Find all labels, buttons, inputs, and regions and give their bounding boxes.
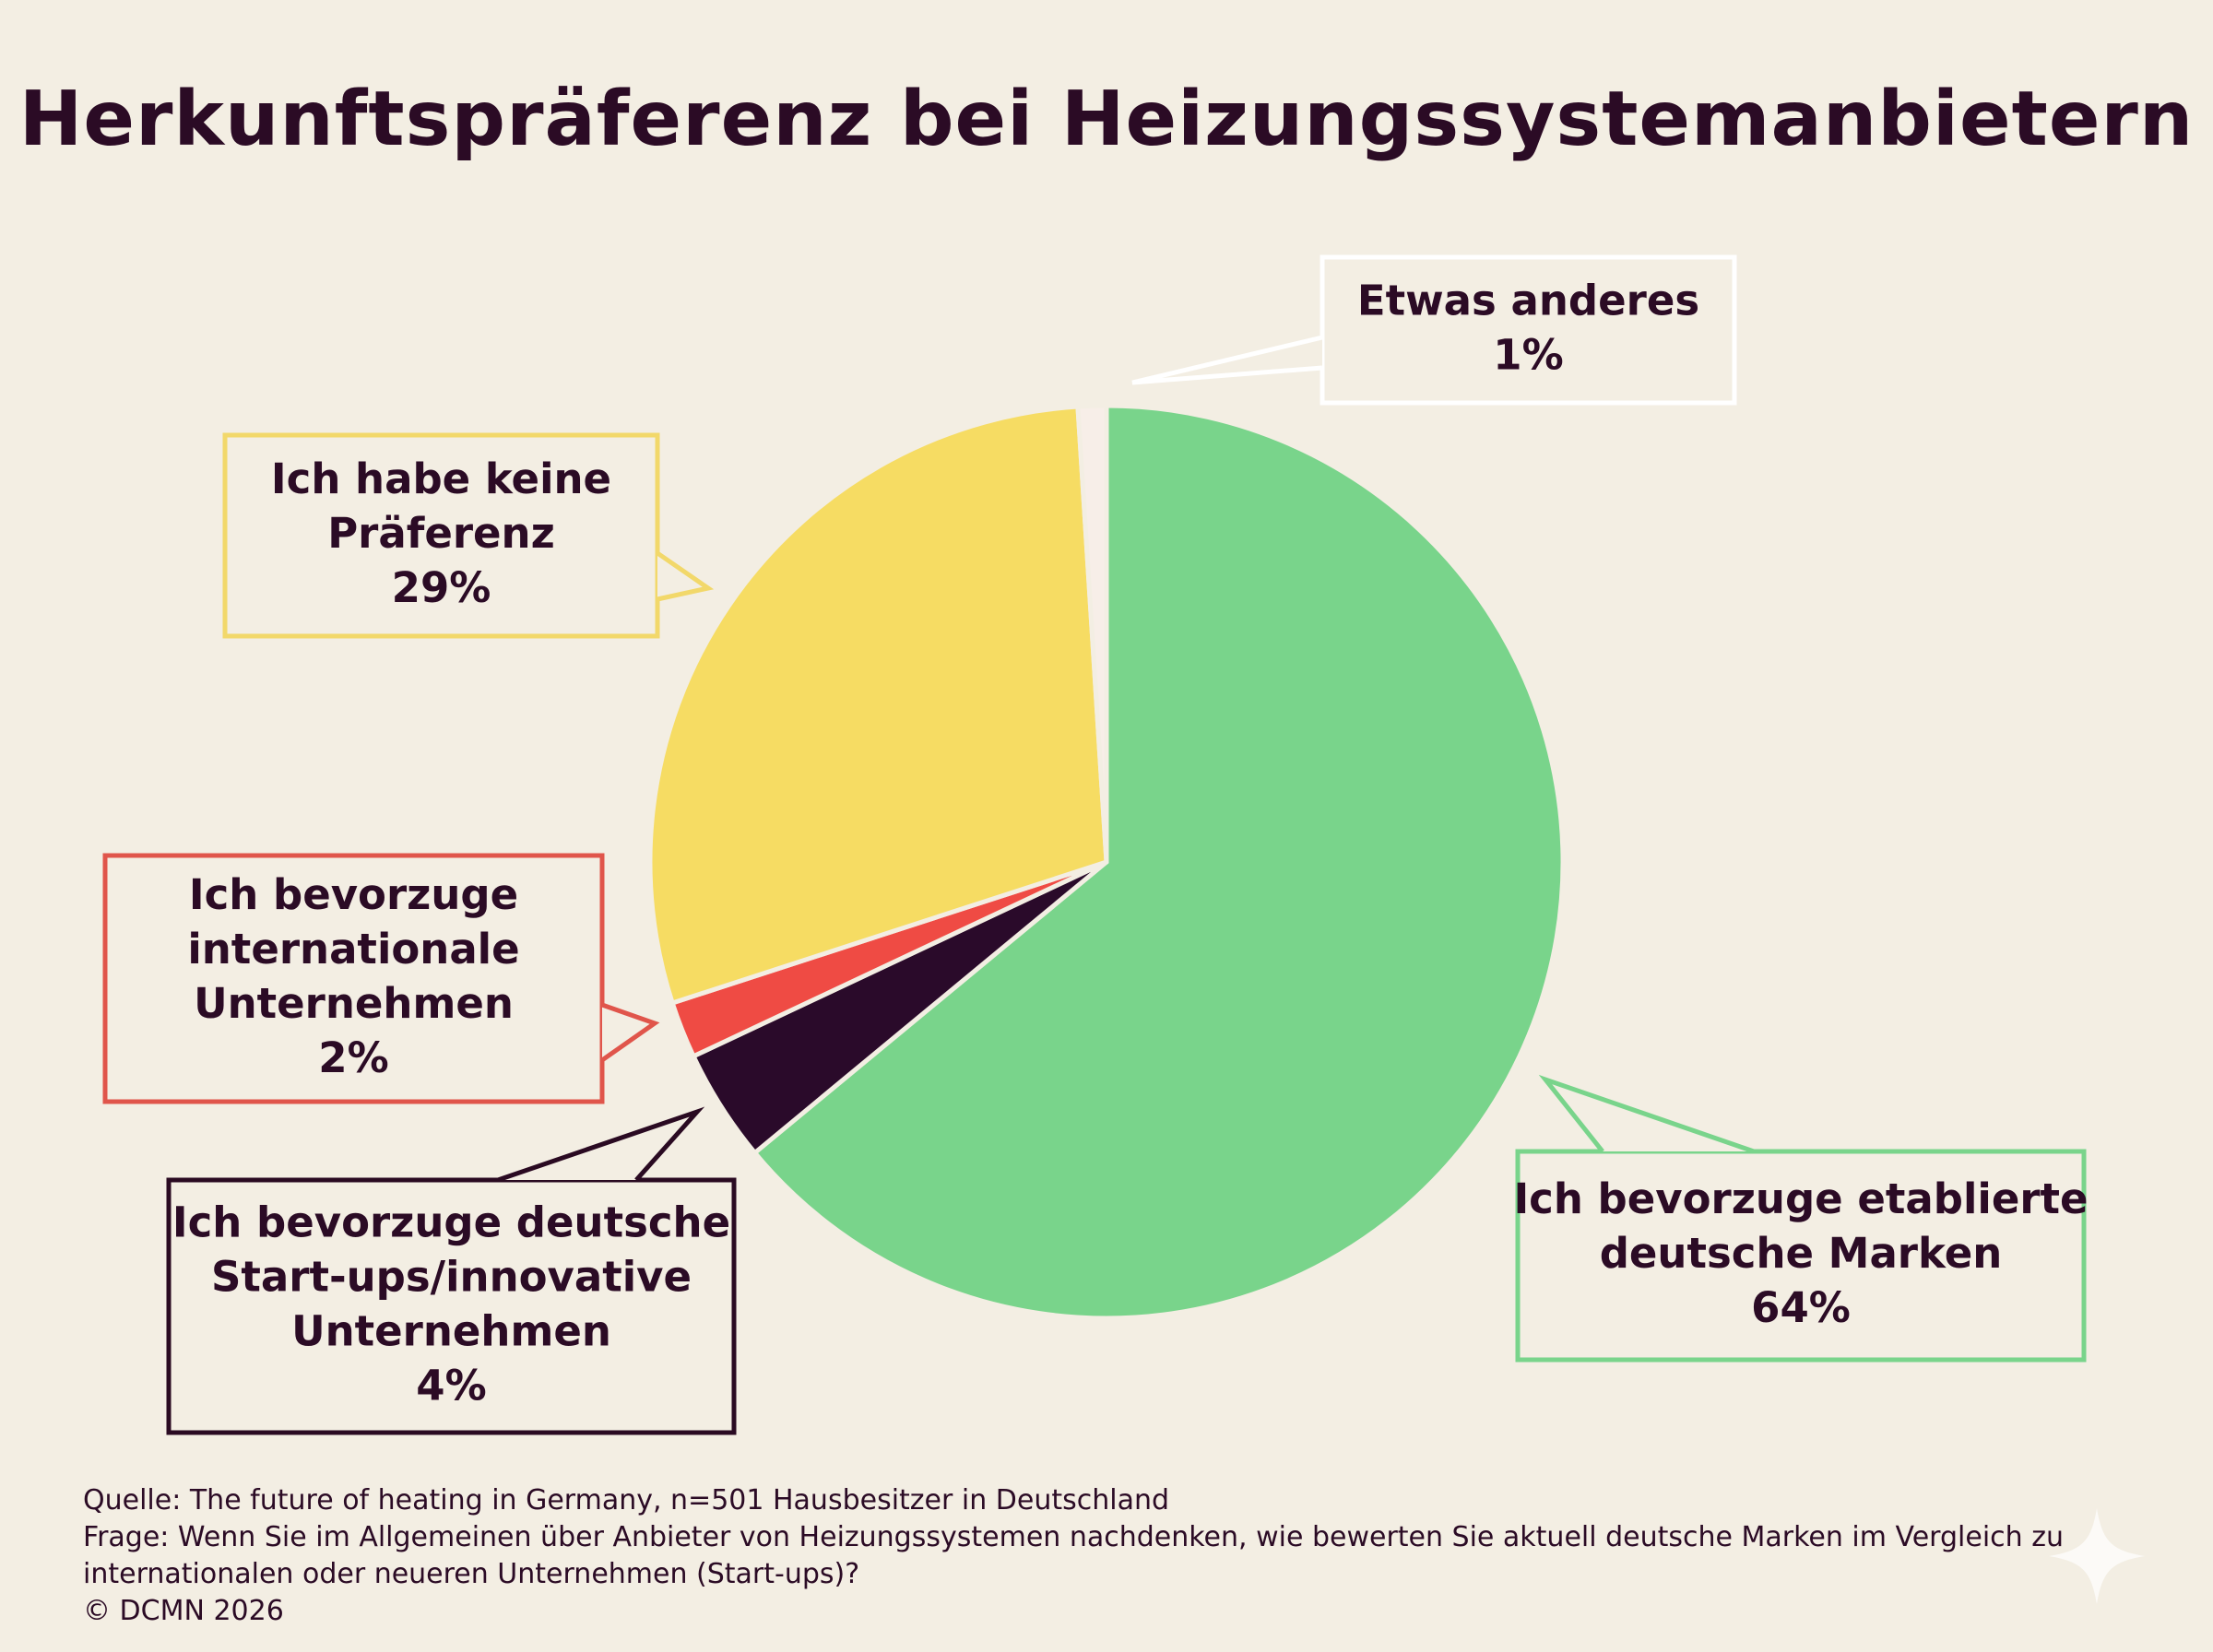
chart-footer: Quelle: The future of heating in Germany… <box>83 1482 2112 1630</box>
slice-category-label: Unternehmen <box>194 979 514 1028</box>
callout-2: Ich bevorzuge internationale Unternehmen 2% <box>102 853 660 1104</box>
callout-pointer <box>497 1106 705 1183</box>
slice-category-label: Ich bevorzuge deutsche <box>172 1198 730 1247</box>
source-note: Quelle: The future of heating in Germany… <box>83 1484 1170 1516</box>
pie-callouts: Ich bevorzuge etablierte deutsche Marken 6… <box>102 254 2089 1435</box>
callout-pointer <box>1538 1074 1755 1154</box>
callout-0: Ich bevorzuge etablierte deutsche Marken 6… <box>1513 1074 2089 1363</box>
slice-category-label: Ich habe keine <box>271 454 611 503</box>
slice-value-label: 64% <box>1751 1283 1851 1332</box>
pie-slice-0 <box>752 403 1566 1321</box>
slice-category-label: deutsche Marken <box>1600 1229 2003 1278</box>
callout-pointer <box>600 1002 660 1063</box>
slice-category-label: Unternehmen <box>291 1307 611 1356</box>
callout-box <box>1515 1149 2087 1363</box>
callout-box <box>1320 254 1737 406</box>
callout-pointer <box>656 550 715 602</box>
callout-box <box>102 853 605 1104</box>
slice-category-label: Ich bevorzuge <box>189 870 518 919</box>
slice-value-label: 2% <box>318 1033 388 1082</box>
sparkle-icon <box>2049 1508 2145 1604</box>
copyright-note: © DCMN 2026 <box>83 1595 284 1627</box>
slice-value-label: 4% <box>416 1362 486 1410</box>
callout-pointer <box>1131 335 1323 385</box>
callout-4: Etwas anderes 1% <box>1131 254 1737 406</box>
callout-3: Ich habe keine Präferenz 29% <box>222 432 715 639</box>
callout-box <box>166 1177 737 1435</box>
chart-title: Herkunftspräferenz bei Heizungssystemanb… <box>18 76 2195 163</box>
slice-category-label: Präferenz <box>327 509 555 558</box>
question-line-1: Frage: Wenn Sie im Allgemeinen über Anbi… <box>83 1521 2064 1553</box>
pie-slices <box>647 403 1566 1321</box>
callout-box <box>222 432 660 639</box>
slice-category-label: internationale <box>187 925 519 974</box>
slice-category-label: Etwas anderes <box>1357 277 1699 325</box>
slice-value-label: 1% <box>1493 331 1563 380</box>
callout-1: Ich bevorzuge deutsche Start-ups/innovati… <box>166 1106 737 1435</box>
slice-category-label: Start-ups/innovative <box>211 1253 692 1302</box>
pie-slice-3 <box>647 404 1109 1006</box>
question-line-2: internationalen oder neueren Unternehmen… <box>83 1558 860 1590</box>
pie-slice-4 <box>1075 403 1109 865</box>
slice-category-label: Ich bevorzuge etablierte <box>1513 1174 2088 1223</box>
slice-value-label: 29% <box>392 563 491 612</box>
